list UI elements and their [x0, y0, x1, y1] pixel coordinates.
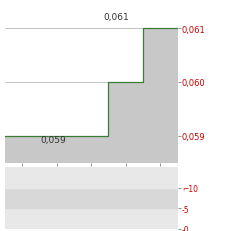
Bar — [5, 188, 178, 208]
Text: 0,061: 0,061 — [103, 13, 129, 22]
Text: 0,059: 0,059 — [40, 135, 66, 144]
Bar — [5, 167, 178, 188]
Bar — [5, 208, 178, 229]
